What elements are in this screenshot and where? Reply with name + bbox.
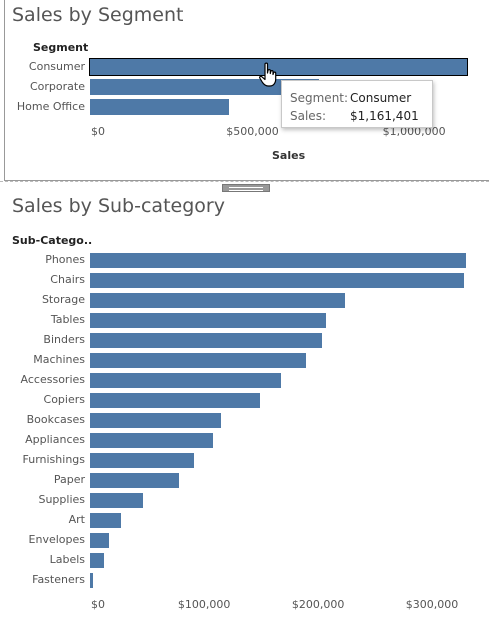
bar-fasteners[interactable] [90, 572, 94, 588]
tooltip-sales-key: Sales: [290, 109, 326, 123]
segment-axis-title: Sales [272, 149, 306, 162]
category-label: Labels [49, 553, 85, 566]
axis-tick-label: $1,000,000 [382, 125, 446, 138]
panel-divider[interactable] [0, 181, 489, 191]
category-label: Consumer [28, 60, 85, 73]
bar-furnishings[interactable] [90, 452, 195, 468]
bar-machines[interactable] [90, 352, 306, 368]
bar-tables[interactable] [90, 312, 326, 328]
bar-corporate[interactable] [90, 79, 320, 95]
bar-chairs[interactable] [90, 272, 465, 288]
axis-tick-label: $200,000 [291, 598, 345, 611]
segment-dimension-header[interactable]: Segment [33, 41, 89, 54]
segment-tooltip: Segment: Consumer Sales: $1,161,401 [281, 80, 433, 128]
category-label: Paper [53, 473, 85, 486]
subcategory-dimension-header[interactable]: Sub-Catego.. [12, 234, 93, 247]
bar-storage[interactable] [90, 292, 346, 308]
category-label: Machines [33, 353, 85, 366]
subcategory-chart-title: Sales by Sub-category [12, 195, 225, 217]
axis-tick-label: $500,000 [226, 125, 279, 138]
bar-phones[interactable] [90, 252, 466, 268]
axis-tick-label: $300,000 [405, 598, 459, 611]
segment-chart-title: Sales by Segment [12, 4, 184, 26]
tooltip-sales-value: $1,161,401 [350, 109, 419, 123]
category-label: Storage [41, 293, 85, 306]
category-label: Home Office [16, 100, 85, 113]
category-label: Tables [50, 313, 85, 326]
axis-tick-label: $0 [91, 125, 105, 138]
category-label: Phones [45, 253, 85, 266]
tooltip-segment-value: Consumer [350, 91, 412, 105]
bar-home-office[interactable] [90, 99, 230, 115]
category-label: Envelopes [28, 533, 85, 546]
category-label: Accessories [20, 373, 85, 386]
bar-copiers[interactable] [90, 392, 261, 408]
bar-appliances[interactable] [90, 432, 213, 448]
divider-drag-handle[interactable] [222, 184, 270, 192]
category-label: Bookcases [26, 413, 85, 426]
bar-art[interactable] [90, 512, 121, 528]
category-label: Art [68, 513, 85, 526]
tooltip-segment-key: Segment: [290, 91, 349, 105]
category-label: Copiers [43, 393, 85, 406]
bar-consumer[interactable] [89, 58, 468, 76]
bar-envelopes[interactable] [90, 532, 109, 548]
segment-panel [4, 0, 489, 181]
category-label: Supplies [38, 493, 85, 506]
category-label: Chairs [50, 273, 85, 286]
bar-accessories[interactable] [90, 372, 281, 388]
bar-paper[interactable] [90, 472, 180, 488]
axis-tick-label: $100,000 [177, 598, 231, 611]
hand-pointer-icon [259, 62, 277, 87]
bar-labels[interactable] [90, 552, 105, 568]
category-label: Binders [43, 333, 85, 346]
category-label: Corporate [30, 80, 85, 93]
category-label: Furnishings [22, 453, 86, 466]
bar-supplies[interactable] [90, 492, 144, 508]
bar-binders[interactable] [90, 332, 322, 348]
axis-tick-label: $0 [91, 598, 105, 611]
bar-bookcases[interactable] [90, 412, 221, 428]
category-label: Appliances [25, 433, 85, 446]
category-label: Fasteners [32, 573, 85, 586]
